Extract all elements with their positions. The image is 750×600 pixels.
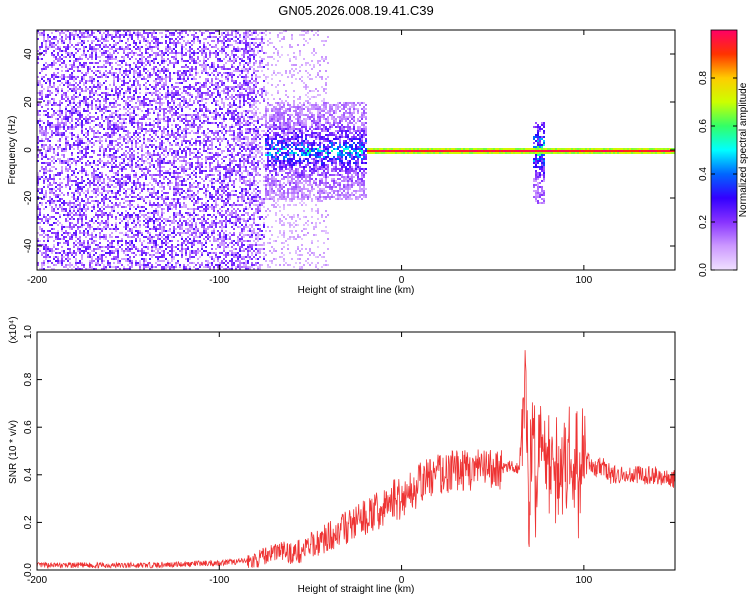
snr-x-axis-label: Height of straight line (km) bbox=[298, 584, 415, 595]
colorbar-label: Normalized spectral amplitude bbox=[738, 82, 749, 217]
snr-panel: -200 -100 0 100 0.0 0.2 0.4 0.6 0.8 1.0 Height of… bbox=[8, 316, 676, 595]
x-tick-label: 0 bbox=[399, 275, 405, 286]
spectrogram-x-axis-label: Height of straight line (km) bbox=[298, 285, 415, 296]
y-tick-label: 40 bbox=[23, 48, 34, 60]
snr-y-axis-label: SNR (10 * v/v) bbox=[8, 420, 19, 484]
snr-ticks: -200 -100 0 100 0.0 0.2 0.4 0.6 0.8 1.0 bbox=[23, 325, 675, 586]
x-tick-label: 100 bbox=[576, 575, 593, 586]
y-tick-label: -20 bbox=[23, 190, 34, 205]
spectrogram-heatmap bbox=[37, 30, 675, 270]
snr-multiplier-label: (x10⁴) bbox=[8, 316, 19, 343]
y-tick-label: 0 bbox=[23, 147, 34, 153]
y-tick-label: -40 bbox=[23, 238, 34, 253]
colorbar-gradient bbox=[710, 29, 738, 271]
y-tick-label: 1.0 bbox=[23, 325, 34, 339]
y-tick-label: 0.2 bbox=[23, 515, 34, 529]
x-tick-label: -200 bbox=[27, 275, 47, 286]
x-tick-label: 0 bbox=[399, 575, 405, 586]
colorbar: 0.0 0.2 0.4 0.6 0.8 Normalized spectral ampl… bbox=[698, 29, 749, 277]
colorbar-tick-label: 0.0 bbox=[698, 263, 709, 277]
x-tick-label: -200 bbox=[27, 575, 47, 586]
y-tick-label: 0.0 bbox=[23, 563, 34, 577]
spectrogram-y-axis-label: Frequency (Hz) bbox=[7, 116, 18, 185]
colorbar-tick-label: 0.2 bbox=[698, 215, 709, 229]
x-tick-label: -100 bbox=[209, 275, 229, 286]
snr-series-line bbox=[37, 350, 675, 570]
y-tick-label: 20 bbox=[23, 96, 34, 108]
y-tick-label: 0.4 bbox=[23, 467, 34, 481]
figure-title: GN05.2026.008.19.41.C39 bbox=[278, 3, 433, 18]
y-tick-label: 0.6 bbox=[23, 420, 34, 434]
snr-frame bbox=[36, 331, 676, 571]
colorbar-tick-label: 0.8 bbox=[698, 71, 709, 85]
colorbar-tick-label: 0.6 bbox=[698, 119, 709, 133]
colorbar-ticks: 0.0 0.2 0.4 0.6 0.8 bbox=[698, 71, 737, 277]
x-tick-label: 100 bbox=[576, 275, 593, 286]
colorbar-tick-label: 0.4 bbox=[698, 167, 709, 181]
y-tick-label: 0.8 bbox=[23, 372, 34, 386]
x-tick-label: -100 bbox=[209, 575, 229, 586]
